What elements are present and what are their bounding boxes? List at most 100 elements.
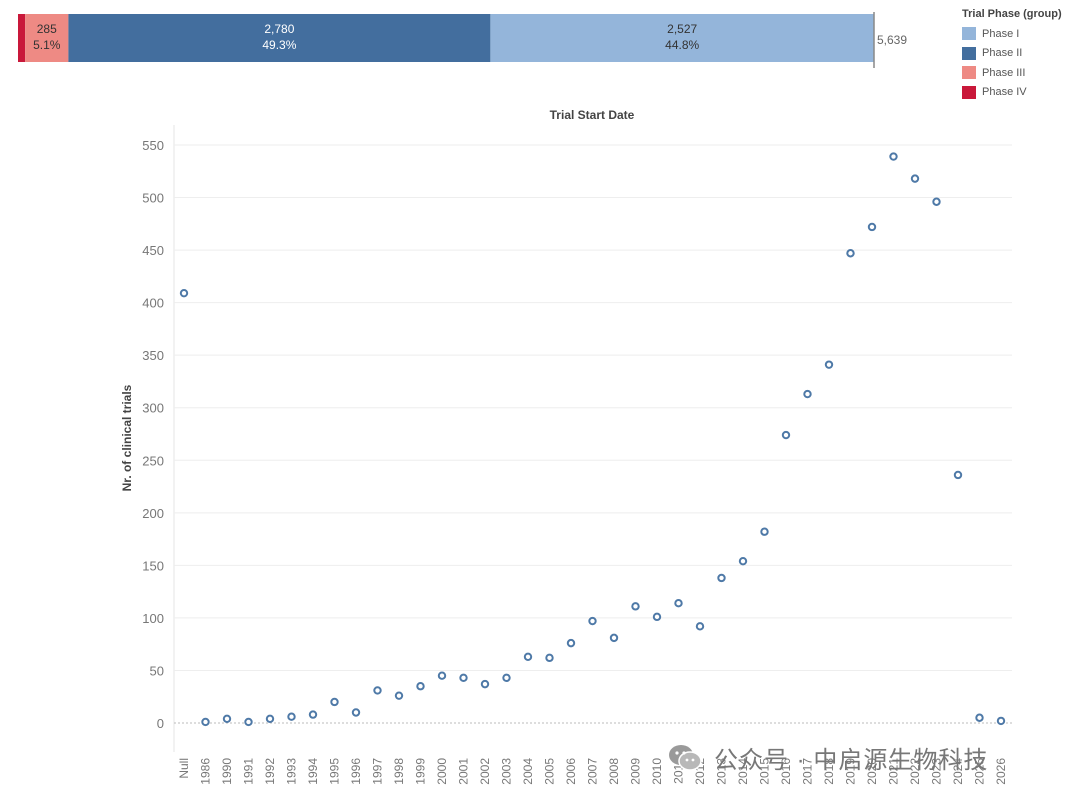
wechat-icon [668, 744, 702, 772]
x-tick-label: Null [177, 758, 191, 779]
data-point [803, 389, 812, 399]
x-tick-label: 2005 [543, 758, 557, 785]
x-tick-label: 1993 [285, 758, 299, 785]
bar-segment [18, 14, 26, 62]
data-point [330, 697, 339, 707]
x-tick-label: 2010 [650, 758, 664, 785]
legend: Trial Phase (group) Phase I Phase II Pha… [962, 8, 1077, 102]
data-point [588, 616, 597, 626]
x-tick-label: 2000 [435, 758, 449, 785]
x-tick-label: 2004 [521, 758, 535, 785]
data-point [480, 679, 490, 689]
data-point [889, 152, 898, 161]
data-point [351, 708, 361, 717]
y-axis-label: Nr. of clinical trials [120, 384, 134, 491]
data-point [996, 716, 1006, 726]
legend-item-phase-4[interactable]: Phase IV [962, 83, 1077, 103]
data-point [652, 612, 662, 622]
data-point [953, 470, 963, 480]
legend-label: Phase IV [982, 86, 1027, 99]
data-point [846, 249, 855, 258]
data-point [695, 622, 705, 631]
x-tick-label: 2006 [564, 758, 578, 785]
data-point [674, 598, 683, 608]
data-point [222, 714, 232, 723]
bar-percent-label: 49.3% [262, 38, 296, 52]
data-point [459, 673, 468, 683]
legend-label: Phase III [982, 66, 1026, 79]
x-tick-label: 2017 [801, 758, 815, 785]
x-tick-label: 1992 [263, 758, 277, 785]
x-tick-label: 2023 [930, 758, 944, 785]
x-tick-label: 2025 [973, 758, 987, 785]
x-tick-label: 2014 [736, 758, 750, 785]
data-point [566, 638, 576, 648]
bar-value-label: 2,527 [667, 22, 697, 36]
legend-swatch [962, 66, 976, 80]
legend-label: Phase I [982, 27, 1020, 40]
data-point [717, 573, 726, 583]
bar-value-label: 2,780 [264, 22, 294, 36]
x-tick-label: 2013 [715, 758, 729, 785]
bar-percent-label: 44.8% [665, 38, 699, 52]
data-point [437, 671, 447, 680]
data-point [416, 682, 425, 691]
x-tick-label: 2016 [779, 758, 793, 785]
data-point [760, 527, 769, 536]
bar-value-label: 285 [37, 22, 57, 36]
y-tick-label: 300 [142, 401, 164, 416]
legend-swatch [962, 46, 976, 60]
data-point [308, 710, 318, 719]
x-tick-label: 1996 [349, 758, 363, 785]
bar-segment [490, 14, 874, 62]
data-point [287, 712, 296, 721]
chart-title: Trial Start Date [550, 108, 635, 122]
x-tick-label: 2026 [994, 758, 1008, 785]
data-point [824, 360, 834, 369]
legend-item-phase-1[interactable]: Phase I [962, 24, 1077, 44]
bar-total-label: 5,639 [877, 33, 907, 47]
y-tick-label: 200 [142, 506, 164, 521]
data-point [394, 691, 404, 700]
x-tick-label: 1990 [220, 758, 234, 785]
data-point [265, 714, 275, 723]
bar-percent-label: 5.1% [33, 38, 61, 52]
data-point [201, 717, 210, 727]
x-tick-label: 2008 [607, 758, 621, 785]
legend-label: Phase II [982, 47, 1023, 60]
x-tick-label: 1998 [392, 758, 406, 785]
x-tick-label: 1994 [306, 758, 320, 785]
x-tick-label: 2021 [887, 758, 901, 785]
data-point [244, 717, 253, 727]
legend-item-phase-2[interactable]: Phase II [962, 44, 1077, 64]
legend-item-phase-3[interactable]: Phase III [962, 63, 1077, 83]
y-tick-label: 150 [142, 558, 164, 573]
y-tick-label: 350 [142, 348, 164, 363]
data-point [523, 652, 533, 661]
data-point [502, 673, 511, 683]
data-point [609, 633, 619, 643]
y-tick-label: 250 [142, 453, 164, 468]
y-tick-label: 0 [157, 716, 164, 731]
x-tick-label: 2015 [758, 758, 772, 785]
y-tick-label: 550 [142, 138, 164, 153]
x-tick-label: 2018 [822, 758, 836, 785]
data-point [910, 174, 920, 183]
x-tick-label: 1986 [199, 758, 213, 785]
x-tick-label: 2002 [478, 758, 492, 785]
plot-area [174, 125, 1012, 753]
data-point [179, 288, 189, 298]
legend-swatch [962, 85, 976, 99]
x-tick-label: 1999 [414, 758, 428, 785]
y-tick-label: 450 [142, 243, 164, 258]
x-tick-label: 2020 [865, 758, 879, 785]
data-point [867, 222, 877, 232]
watermark: 公众号 · 中启源生物科技 [668, 740, 988, 775]
x-tick-label: 2001 [457, 758, 471, 785]
data-point [975, 713, 984, 722]
x-tick-label: 2019 [844, 758, 858, 785]
data-point [631, 602, 640, 611]
data-point [373, 686, 382, 695]
